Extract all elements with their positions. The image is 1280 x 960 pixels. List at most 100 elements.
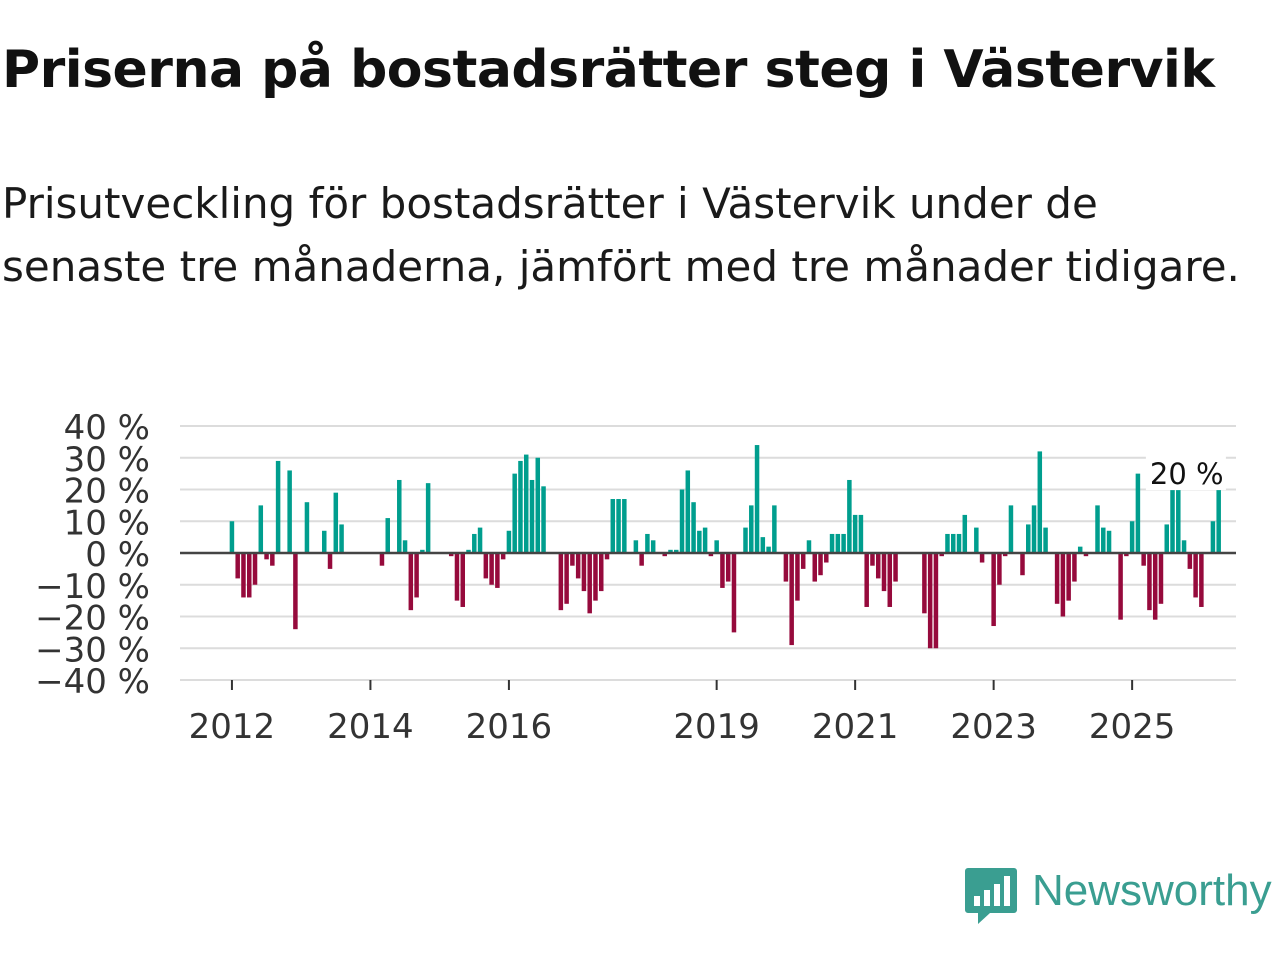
x-tick-label: 2021 [812, 707, 899, 747]
bar [529, 479, 535, 553]
bar [333, 492, 339, 553]
bar [789, 553, 794, 646]
bar [1170, 486, 1175, 553]
y-tick-label: −40 % [35, 662, 150, 702]
bar [622, 499, 627, 553]
bar [945, 533, 950, 553]
bar [1060, 553, 1066, 617]
bar [402, 540, 408, 553]
bar [518, 460, 523, 553]
bar [229, 521, 235, 553]
bar [258, 505, 264, 554]
bar [1077, 546, 1083, 553]
bar [887, 553, 893, 607]
bar [575, 553, 581, 579]
x-tick-label: 2012 [189, 707, 276, 747]
y-tick-label: 20 % [64, 472, 150, 512]
bar [448, 553, 454, 557]
bar [749, 505, 754, 554]
bar [818, 553, 823, 576]
bar [685, 470, 691, 553]
bar [1072, 553, 1077, 582]
bar [1158, 553, 1164, 604]
bar [466, 549, 471, 553]
bar [270, 553, 275, 566]
chart-title: Priserna på bostadsrätter steg i Västerv… [2, 40, 1215, 100]
bar [800, 553, 806, 569]
bar [570, 553, 575, 566]
bar [795, 553, 800, 601]
bar [847, 479, 852, 553]
bar [1002, 553, 1008, 557]
bar [535, 457, 541, 553]
bar [477, 527, 483, 553]
bar [414, 553, 419, 598]
bar [495, 553, 500, 588]
bar [829, 533, 835, 553]
bar [604, 553, 610, 560]
bar [881, 553, 887, 592]
bar [714, 540, 719, 553]
bar [702, 527, 708, 553]
bar [327, 553, 333, 569]
y-tick-label: −20 % [35, 599, 150, 639]
bar [1216, 489, 1221, 553]
bar [1083, 553, 1089, 557]
bar [610, 499, 616, 553]
bar [824, 553, 829, 563]
bar [1164, 524, 1169, 553]
bar [293, 553, 298, 630]
bar [650, 540, 656, 553]
bar [500, 553, 506, 560]
bar [720, 553, 725, 588]
bar [679, 489, 685, 553]
label-layer: 40 %30 %20 %10 %0 %−10 %−20 %−30 %−40 %2… [35, 408, 1226, 747]
bar [691, 502, 696, 553]
bar [639, 553, 644, 566]
bar [1193, 553, 1198, 598]
bar [241, 553, 246, 598]
bar [645, 533, 650, 553]
bar [1129, 521, 1135, 553]
x-tick-label: 2019 [673, 707, 760, 747]
bar [581, 553, 587, 592]
bar [1199, 553, 1204, 607]
bar [420, 549, 425, 553]
bar [264, 553, 269, 560]
bar [1118, 553, 1123, 620]
y-tick-label: 40 % [64, 408, 150, 448]
bar [841, 533, 846, 553]
y-tick-label: −30 % [35, 630, 150, 670]
bar [1026, 524, 1031, 553]
y-tick-label: 0 % [85, 535, 150, 575]
bar [1147, 553, 1152, 611]
bar [725, 553, 731, 582]
bar [922, 553, 927, 614]
bar [674, 549, 679, 553]
bar [875, 553, 881, 579]
bar [1106, 530, 1112, 553]
bar [616, 499, 621, 553]
bar [599, 553, 604, 592]
bar [1043, 527, 1048, 553]
bar [1181, 540, 1187, 553]
bar [766, 546, 771, 553]
bar [956, 533, 962, 553]
bar [506, 530, 512, 553]
bar [997, 553, 1002, 585]
bar [772, 505, 777, 554]
bar-chart: 40 %30 %20 %10 %0 %−10 %−20 %−30 %−40 %2… [35, 408, 1236, 747]
bar [558, 553, 564, 611]
bar [397, 479, 402, 553]
newsworthy-logo-text: Newsworthy [1032, 866, 1272, 915]
bar [933, 553, 939, 649]
bar [731, 553, 737, 633]
bar [870, 553, 875, 566]
bar [379, 553, 385, 566]
bar [1101, 527, 1106, 553]
bar [593, 553, 598, 601]
bar [743, 527, 748, 553]
bar [460, 553, 465, 607]
bar [939, 553, 944, 557]
bar [1152, 553, 1158, 620]
